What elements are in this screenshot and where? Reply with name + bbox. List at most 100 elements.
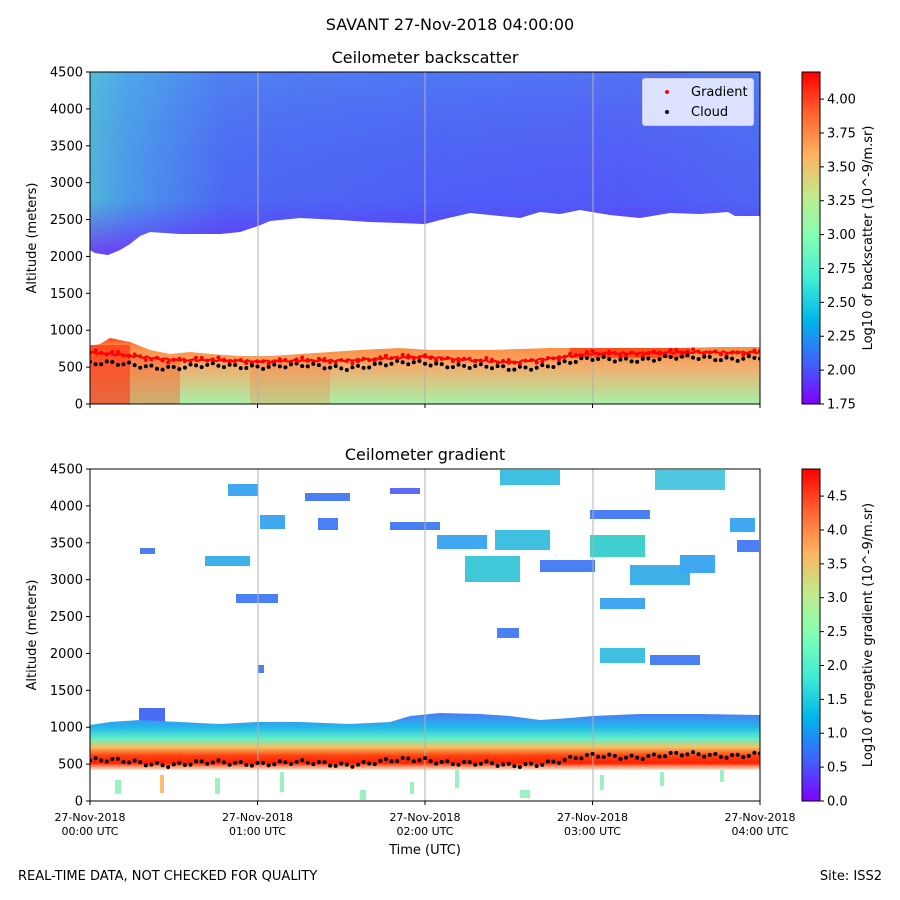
cloud-point (568, 754, 573, 759)
cloud-point (635, 755, 640, 760)
gradient-colorbar-tick-label: 3.0 (827, 591, 848, 606)
cloud-point (227, 762, 232, 767)
gradient-marker-icon (665, 90, 669, 94)
cloud-point (651, 358, 656, 363)
gradient-trace (90, 350, 760, 365)
gradient-point (590, 348, 595, 353)
gradient-ytick-label: 500 (58, 758, 83, 773)
cloud-point (445, 365, 450, 370)
cloud-point (160, 367, 165, 372)
cloud-point (663, 754, 668, 759)
gradient-colorbar-tick-label: 4.0 (827, 523, 848, 538)
cloud-point (663, 354, 668, 359)
cloud-point (177, 760, 182, 765)
cloud-point (127, 760, 132, 765)
cloud-point (277, 364, 282, 369)
cloud-point (300, 364, 305, 369)
cloud-point (618, 357, 623, 362)
cloud-point (741, 755, 746, 760)
cloud-point (679, 753, 684, 758)
legend-label-gradient: Gradient (691, 84, 748, 100)
cloud-point (177, 367, 182, 372)
cloud-point (735, 752, 740, 757)
cloud-point (473, 364, 478, 369)
gradient-ytick-label: 1000 (50, 721, 83, 736)
cloud-point (222, 365, 226, 370)
cloud-point (551, 364, 556, 369)
gradient-point (166, 360, 171, 365)
cloud-point (277, 759, 282, 764)
cloud-point (272, 762, 277, 767)
cloud-point (311, 361, 316, 366)
cloud-point (104, 359, 109, 364)
cloud-point (434, 361, 439, 366)
backscatter-colorbar-tick-label: 2.00 (827, 364, 856, 379)
gradient-colorbar-tick-label: 4.5 (827, 490, 848, 505)
cloud-point (752, 750, 757, 755)
cloud-point (199, 759, 204, 764)
cloud-point (227, 362, 232, 367)
cloud-point (573, 756, 578, 761)
cloud-point (506, 367, 511, 372)
xtick-label-date: 27-Nov-2018 (557, 811, 628, 824)
cloud-point (702, 754, 707, 759)
cloud-marker-icon (665, 110, 669, 114)
cloud-point (316, 759, 321, 764)
cloud-point (333, 363, 338, 368)
cloud-point (339, 761, 344, 766)
gradient-ytick-label: 2500 (50, 610, 83, 625)
gradient-point (741, 352, 746, 357)
cloud-point (171, 762, 176, 767)
cloud-point (741, 356, 746, 361)
cloud-point (194, 759, 199, 764)
gradient-ytick-label: 1500 (50, 684, 83, 699)
gradient-point (350, 361, 355, 366)
cloud-point (713, 358, 718, 363)
cloud-point (233, 362, 238, 367)
cloud-point (484, 364, 489, 369)
xtick-label-date: 27-Nov-2018 (222, 811, 293, 824)
cloud-point (579, 356, 584, 361)
cloud-point (166, 364, 171, 369)
cloud-point (685, 752, 690, 757)
backscatter-ytick-label: 2500 (50, 213, 83, 228)
xtick-label-time: 02:00 UTC (396, 825, 453, 838)
cloud-point (529, 367, 534, 372)
gradient-colorbar (801, 468, 821, 802)
gradient-y-axis-label: Altitude (meters) (25, 580, 40, 691)
cloud-point (746, 354, 751, 359)
cloud-point (300, 758, 305, 763)
backscatter-colorbar-tick-label: 3.25 (827, 194, 856, 209)
cloud-point (434, 761, 439, 766)
cloud-point (99, 758, 104, 763)
cloud-point (651, 752, 656, 757)
cloud-point (205, 362, 210, 367)
cloud-point (305, 364, 310, 369)
gradient-colorbar-tick-label: 1.5 (827, 693, 848, 708)
cloud-point (356, 363, 360, 368)
gradient-point (506, 358, 511, 363)
backscatter-gridlines (257, 72, 594, 404)
xtick-label-date: 27-Nov-2018 (54, 811, 125, 824)
cloud-point (249, 363, 254, 368)
legend-entry-gradient: Gradient (651, 83, 748, 101)
cloud-point (517, 364, 522, 369)
cloud-point (607, 357, 612, 362)
cloud-point (713, 752, 718, 757)
cloud-point (456, 762, 461, 767)
cloud-point (344, 368, 349, 373)
cloud-point (596, 754, 601, 759)
cloud-point (478, 362, 483, 367)
cloud-point (618, 756, 623, 761)
cloud-point (523, 365, 528, 370)
xtick-label-time: 01:00 UTC (229, 825, 286, 838)
cloud-point (640, 356, 645, 361)
cloud-point (378, 361, 383, 366)
gradient-point (557, 357, 561, 362)
cloud-point (121, 362, 126, 367)
cloud-point (691, 750, 695, 755)
legend-label-cloud: Cloud (691, 104, 729, 120)
cloud-point (110, 360, 115, 365)
cloud-point (400, 755, 405, 760)
